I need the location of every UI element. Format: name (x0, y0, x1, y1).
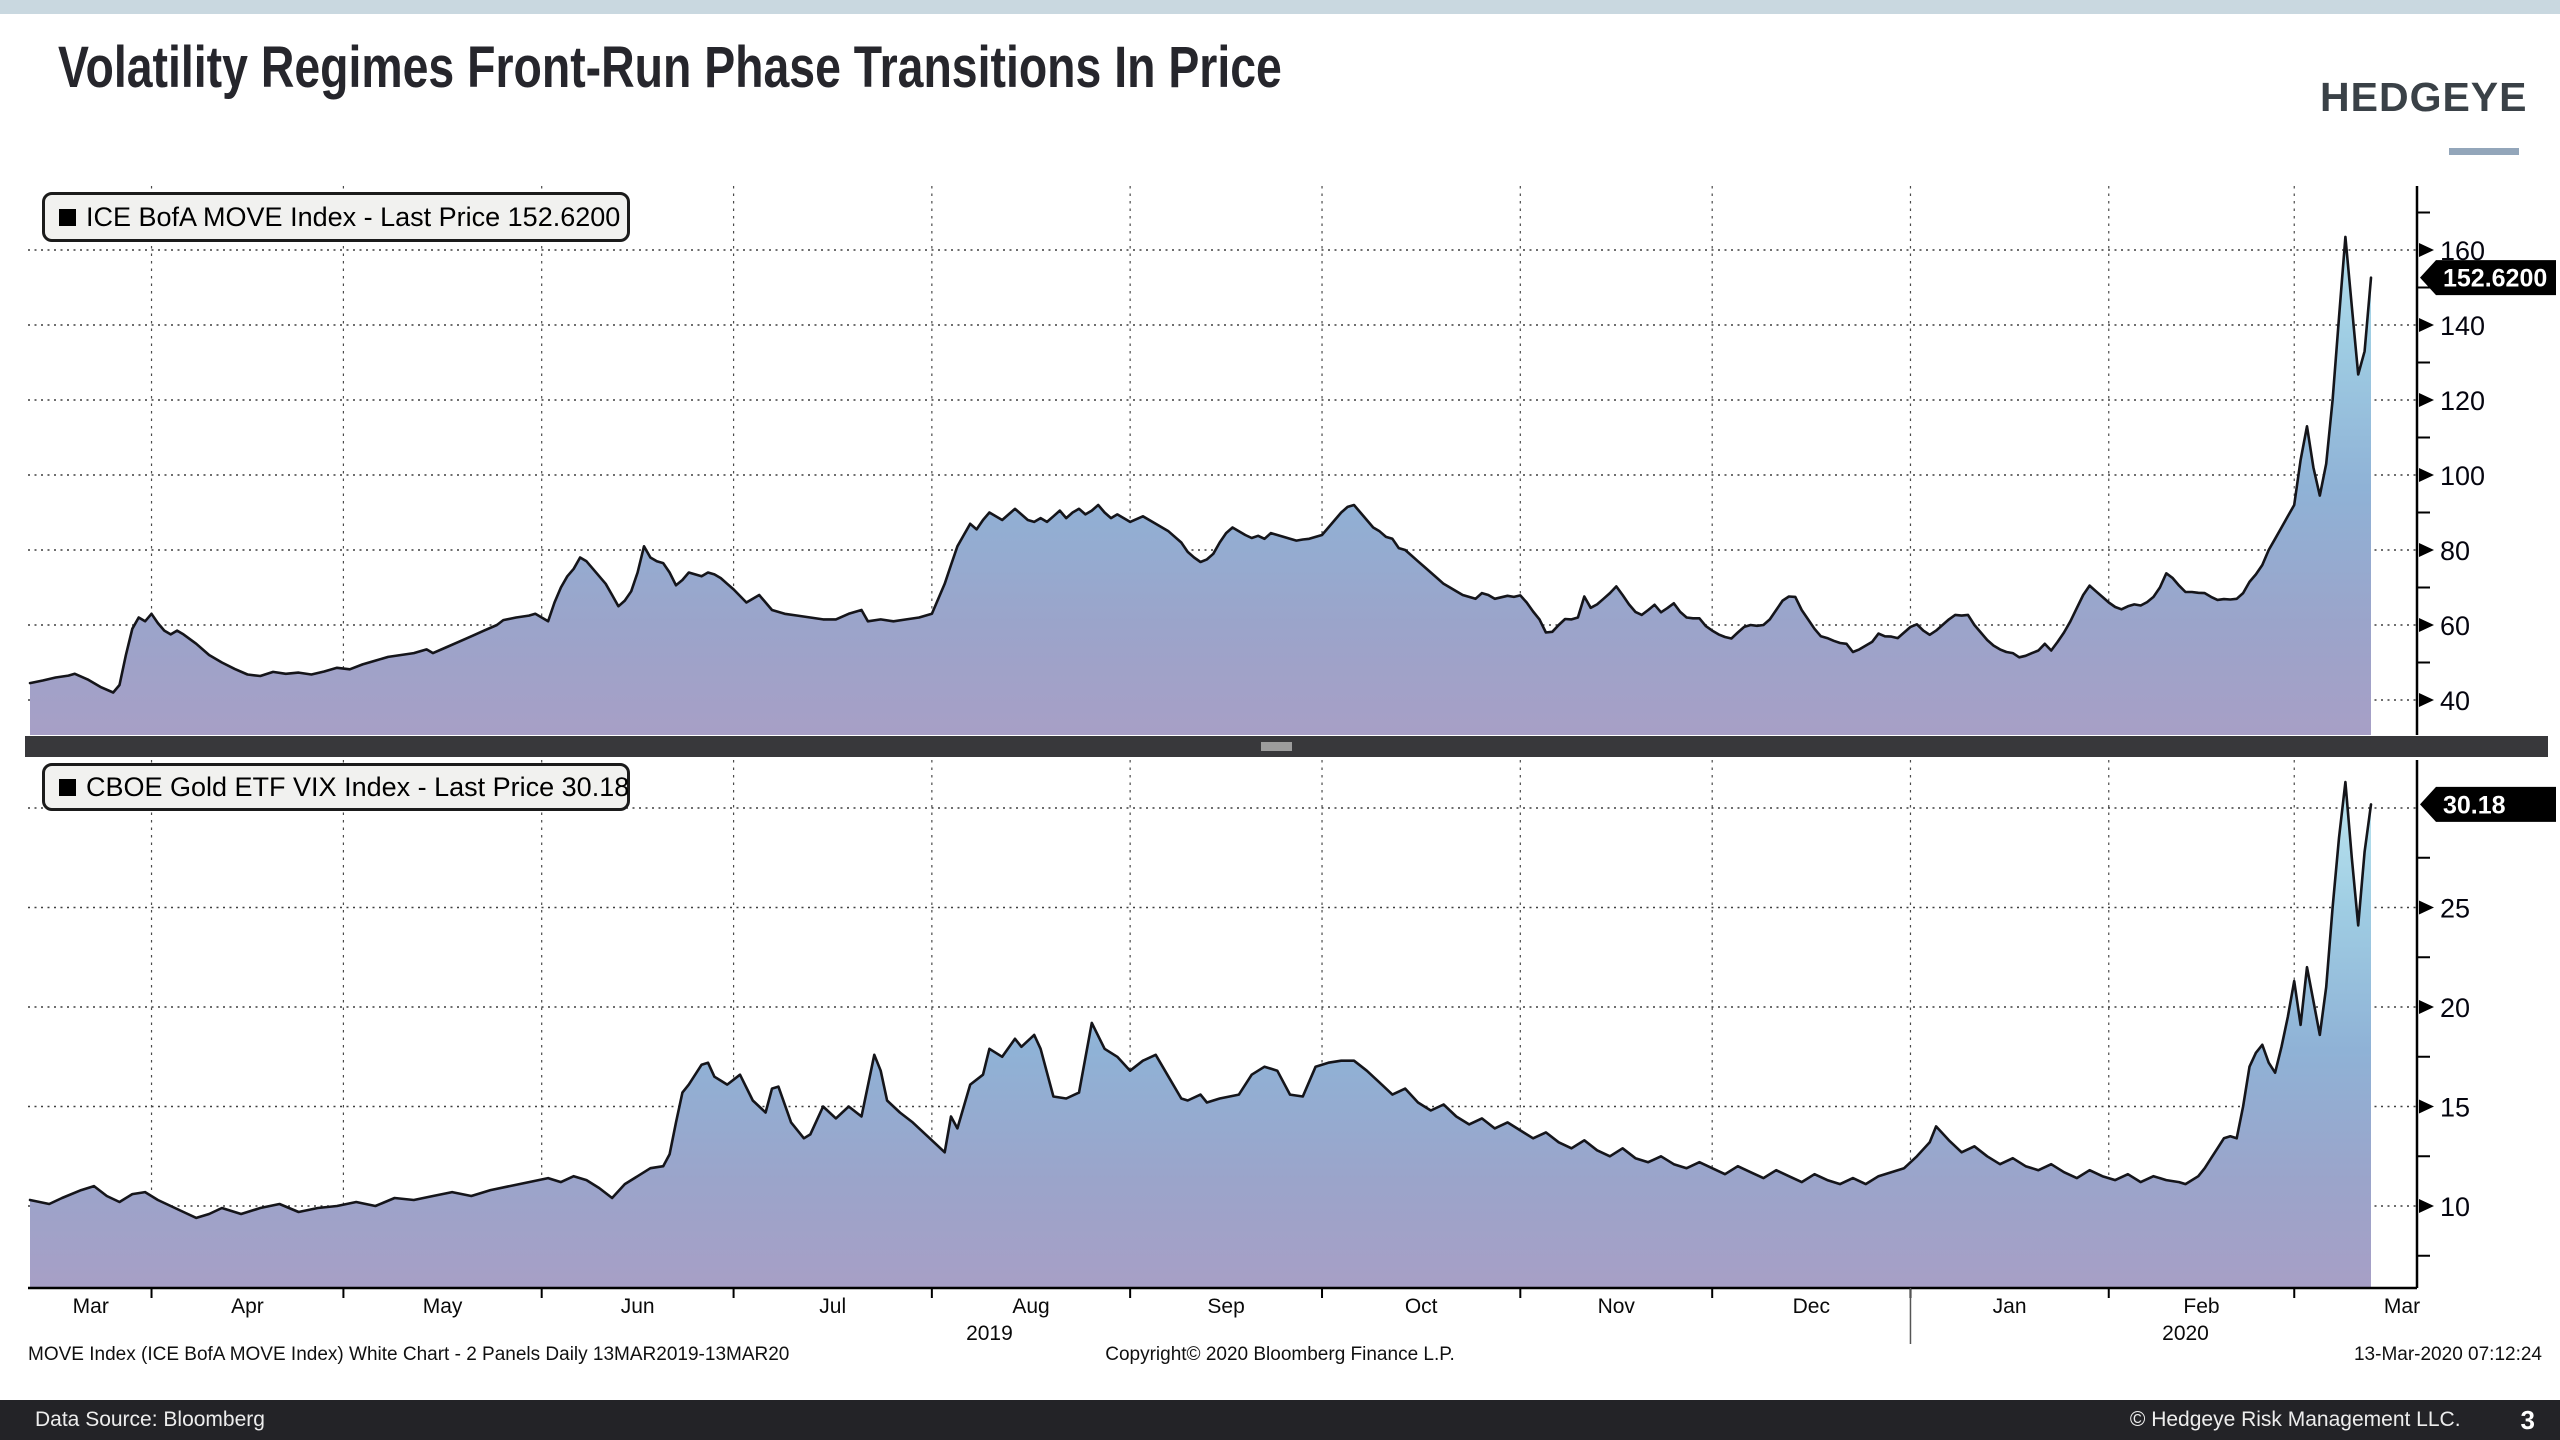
page-number: 3 (2520, 1404, 2535, 1435)
y-tick-arrow-icon (2419, 393, 2434, 407)
y-tick-label: 40 (2440, 686, 2470, 716)
page-title: Volatility Regimes Front-Run Phase Trans… (58, 35, 1282, 100)
month-label: Jan (1993, 1295, 2027, 1318)
month-label: Nov (1598, 1295, 1636, 1318)
copyright-label: © Hedgeye Risk Management LLC. (2129, 1408, 2461, 1431)
year-label: 2019 (966, 1322, 1013, 1345)
year-label: 2020 (2162, 1322, 2209, 1345)
area-series (30, 782, 2371, 1288)
y-tick-arrow-icon (2419, 468, 2434, 482)
hedgeye-logo-text: HEDGEYE (2320, 74, 2528, 120)
y-tick-label: 80 (2440, 536, 2470, 566)
divider-grip (1261, 742, 1292, 751)
area-series (30, 236, 2371, 735)
last-price-tag (2420, 260, 2556, 296)
last-price-value: 152.6200 (2443, 265, 2547, 293)
y-tick-arrow-icon (2419, 543, 2434, 557)
y-tick-arrow-icon (2419, 693, 2434, 707)
hedgeye-logo: HEDGEYE (2320, 74, 2528, 155)
bloomberg-timestamp: 13-Mar-2020 07:12:24 (2353, 1344, 2542, 1365)
y-tick-arrow-icon (2419, 1099, 2434, 1114)
line-series (28, 780, 2373, 1220)
last-price-tag (2420, 786, 2556, 822)
y-tick-label: 60 (2440, 611, 2470, 641)
y-tick-arrow-icon (2419, 318, 2434, 332)
month-label: Mar (2384, 1295, 2420, 1318)
y-tick-arrow-icon (2419, 618, 2434, 632)
legend-label: CBOE Gold ETF VIX Index - Last Price 30.… (86, 771, 630, 802)
y-tick-label: 25 (2440, 894, 2470, 924)
month-label: Dec (1793, 1295, 1830, 1318)
month-label: Mar (73, 1295, 109, 1318)
bloomberg-chart-descriptor: MOVE Index (ICE BofA MOVE Index) White C… (28, 1344, 790, 1365)
y-tick-label: 100 (2440, 461, 2485, 491)
month-label: Aug (1012, 1295, 1049, 1318)
series-swatch-icon (59, 778, 76, 796)
footer-bar: Data Source: Bloomberg © Hedgeye Risk Ma… (0, 1400, 2560, 1440)
month-label: Jun (621, 1295, 655, 1318)
last-price-value: 30.18 (2443, 791, 2506, 819)
series-swatch-icon (59, 208, 76, 226)
y-tick-label: 20 (2440, 993, 2470, 1023)
top-accent-bar (0, 0, 2560, 14)
legend-label: ICE BofA MOVE Index - Last Price 152.620… (86, 201, 621, 232)
month-label: Jul (819, 1295, 846, 1318)
month-label: Apr (231, 1295, 264, 1318)
y-tick-label: 10 (2440, 1192, 2470, 1222)
y-tick-arrow-icon (2419, 243, 2434, 257)
legend-gold-vix-index: CBOE Gold ETF VIX Index - Last Price 30.… (42, 763, 630, 811)
month-label: Oct (1405, 1295, 1438, 1318)
y-tick-label: 15 (2440, 1093, 2470, 1123)
month-label: Feb (2183, 1295, 2219, 1318)
y-tick-label: 140 (2440, 311, 2485, 341)
y-tick-label: 120 (2440, 386, 2485, 416)
line-series (28, 235, 2373, 694)
y-tick-arrow-icon (2419, 1000, 2434, 1014)
logo-underline (2449, 148, 2519, 155)
month-label: May (423, 1295, 463, 1318)
bloomberg-copyright: Copyright© 2020 Bloomberg Finance L.P. (1105, 1344, 1455, 1365)
y-tick-arrow-icon (2419, 1199, 2434, 1213)
data-source-label: Data Source: Bloomberg (35, 1408, 265, 1431)
y-tick-arrow-icon (2419, 900, 2434, 915)
month-label: Sep (1207, 1295, 1244, 1318)
legend-move-index: ICE BofA MOVE Index - Last Price 152.620… (42, 192, 630, 242)
